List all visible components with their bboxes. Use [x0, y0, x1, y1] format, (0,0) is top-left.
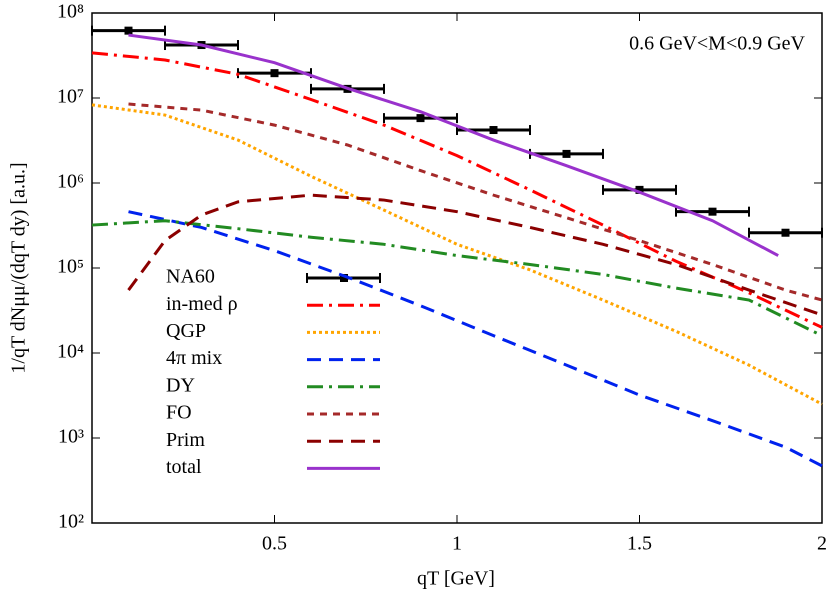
- legend-label: in-med ρ: [166, 293, 238, 315]
- data-point: [781, 228, 790, 237]
- data-point: [270, 69, 279, 78]
- data-point: [635, 185, 644, 194]
- curve: [91, 103, 823, 406]
- y-tick-label: 10⁴: [57, 341, 84, 363]
- annotation: 0.6 GeV<M<0.9 GeV: [629, 33, 805, 55]
- x-tick-label: 1.5: [627, 533, 652, 555]
- legend-label: FO: [166, 402, 192, 424]
- data-point: [708, 207, 717, 216]
- y-tick-label: 10⁵: [57, 256, 84, 278]
- x-tick-label: 0.5: [262, 533, 287, 555]
- x-tick-label: 1: [452, 533, 462, 555]
- legend-label: DY: [166, 374, 195, 396]
- y-tick-label: 10²: [58, 511, 84, 533]
- legend-label: QGP: [166, 320, 206, 342]
- legend-label: 4π mix: [166, 347, 222, 369]
- legend-swatch: [340, 274, 348, 282]
- curve: [128, 33, 779, 257]
- curve: [91, 219, 823, 337]
- curve: [128, 210, 823, 468]
- y-tick-label: 10⁷: [57, 86, 84, 108]
- legend-label: NA60: [166, 266, 215, 288]
- y-tick-label: 10⁸: [57, 1, 84, 23]
- curve: [91, 51, 823, 329]
- y-tick-label: 10⁶: [57, 171, 84, 193]
- y-axis-label: 1/qT dNμμ/(dqT dy) [a.u.]: [8, 162, 30, 373]
- legend-label: Prim: [166, 429, 205, 451]
- data-point: [489, 126, 498, 135]
- x-axis-label: qT [GeV]: [417, 568, 495, 590]
- curve: [127, 193, 823, 317]
- legend-label: total: [166, 456, 202, 478]
- data-point: [124, 26, 133, 35]
- y-tick-label: 10³: [58, 426, 84, 448]
- data-point: [416, 114, 425, 123]
- curve: [128, 102, 823, 302]
- x-tick-label: 2: [817, 533, 827, 555]
- data-point: [562, 149, 571, 158]
